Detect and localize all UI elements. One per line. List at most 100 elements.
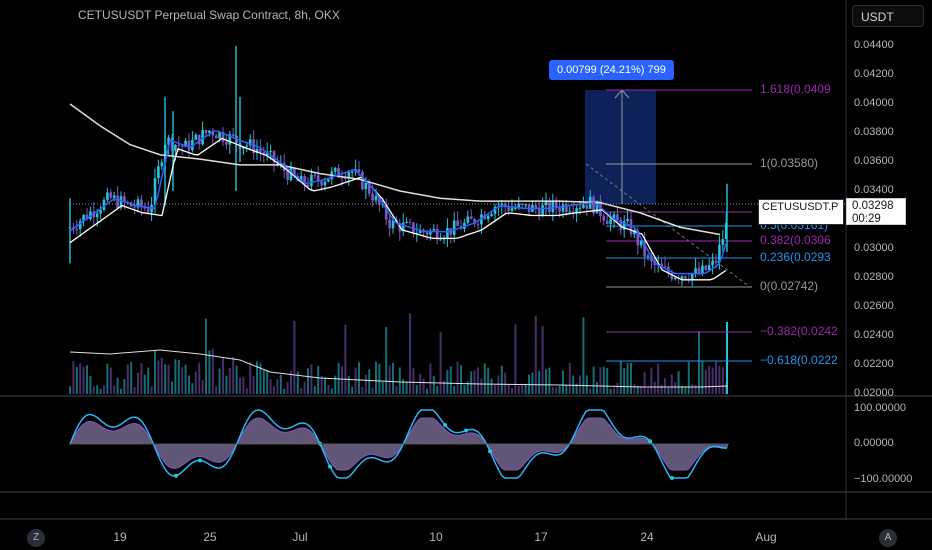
volume-bar <box>198 362 201 394</box>
volume-bar <box>99 388 102 394</box>
volume-bar <box>147 367 150 394</box>
price-tick-label: 0.03000 <box>854 242 894 254</box>
candle-body <box>306 184 310 187</box>
volume-bar <box>623 368 626 394</box>
volume-bar <box>698 331 700 394</box>
volume-bar <box>218 368 221 394</box>
moving-averages <box>69 103 727 281</box>
candle-body <box>707 265 711 270</box>
volume-bar <box>453 386 456 394</box>
volume-bar <box>126 364 129 394</box>
volume-average-line <box>69 349 729 388</box>
volume-bar <box>351 386 354 394</box>
candle-body <box>262 152 266 156</box>
volume-bar <box>439 332 442 394</box>
volume-bar <box>293 320 296 394</box>
currency-button[interactable]: USDT <box>852 5 924 27</box>
volume-bar <box>681 385 683 394</box>
volume-bar <box>721 367 724 394</box>
candle-body <box>289 168 293 181</box>
volume-bar <box>269 379 272 394</box>
candle-body <box>299 176 303 182</box>
volume-bar <box>157 360 160 394</box>
volume-bar <box>296 371 299 394</box>
volume-bar <box>653 381 656 394</box>
volume-bar <box>371 387 374 394</box>
candle-body <box>123 196 126 202</box>
volume-bar <box>164 364 167 394</box>
price-tick-label: 0.02000 <box>854 387 894 399</box>
candle-body <box>510 208 514 211</box>
oscillator-signal-dot <box>648 439 652 444</box>
volume-bar <box>320 376 323 394</box>
candle-body <box>639 240 643 246</box>
volume-bar <box>694 384 697 394</box>
volume-bar <box>327 385 330 394</box>
candle-body <box>85 214 89 220</box>
volume-bar <box>140 363 143 394</box>
measure-label[interactable]: 0.00799 (24.21%) 799 <box>549 60 674 80</box>
candle-body <box>320 181 323 186</box>
bar-countdown: 00:29 <box>852 212 881 225</box>
candle-body <box>313 174 317 176</box>
candle-body <box>337 167 340 178</box>
auto-scale-button[interactable]: A <box>879 529 897 547</box>
price-tick-label: 0.02800 <box>854 271 894 283</box>
candle-body <box>425 232 429 235</box>
volume-bar <box>565 385 568 394</box>
oscillator-tick-label: 0.00000 <box>854 437 894 449</box>
candle-body <box>544 200 548 206</box>
volume-bar <box>718 365 721 394</box>
candle-body <box>194 134 198 140</box>
time-tick-label: 17 <box>534 530 548 544</box>
fib-level-label: 0(0.02742) <box>760 279 819 293</box>
volume-bar <box>143 374 146 394</box>
candle-body <box>534 204 538 209</box>
candle-body <box>357 169 361 172</box>
volume-bar <box>211 348 214 394</box>
volume-bar <box>273 386 275 394</box>
zoom-reset-button[interactable]: Z <box>27 529 45 547</box>
volume-bar <box>167 364 170 394</box>
volume-bar <box>545 369 547 394</box>
volume-bar <box>303 381 306 394</box>
candle-body <box>388 219 391 229</box>
candle-body <box>486 215 490 220</box>
oscillator-tick-label: −100.00000 <box>854 473 913 485</box>
volume-bar <box>432 375 435 394</box>
candle-body <box>106 192 109 200</box>
candle-body <box>310 174 313 187</box>
candle-body <box>514 207 517 209</box>
candle-body <box>704 265 708 270</box>
volume-bar <box>259 363 262 394</box>
volume-bar <box>137 372 139 394</box>
candle-body <box>252 139 255 154</box>
volume-bar <box>245 388 248 394</box>
volume-bar <box>324 377 326 394</box>
candle-body <box>582 205 585 208</box>
fib-level-label: −0.382(0.0242 <box>760 324 838 338</box>
volume-bar <box>541 325 544 394</box>
candle-body <box>520 203 524 205</box>
candle-body <box>575 208 578 213</box>
volume-bar <box>664 378 666 394</box>
volume-bar <box>191 383 194 394</box>
volume-bar <box>75 366 78 394</box>
fib-level-label: −0.618(0.0222 <box>760 353 838 367</box>
volume-bar <box>531 372 534 394</box>
candle-body <box>211 130 215 136</box>
price-tick-label: 0.03800 <box>854 126 894 138</box>
volume-bar <box>415 384 418 394</box>
volume-bar <box>279 374 282 394</box>
time-tick-label: Jul <box>292 530 308 544</box>
volume-bar <box>660 384 663 394</box>
candle-body <box>643 240 646 257</box>
volume-bar <box>463 384 466 394</box>
candle-body <box>670 273 674 280</box>
candle-body <box>663 266 667 268</box>
volume-bar <box>575 383 578 394</box>
volume-bar <box>174 359 177 394</box>
volume-bar <box>184 364 187 394</box>
volume-bar <box>242 376 245 394</box>
